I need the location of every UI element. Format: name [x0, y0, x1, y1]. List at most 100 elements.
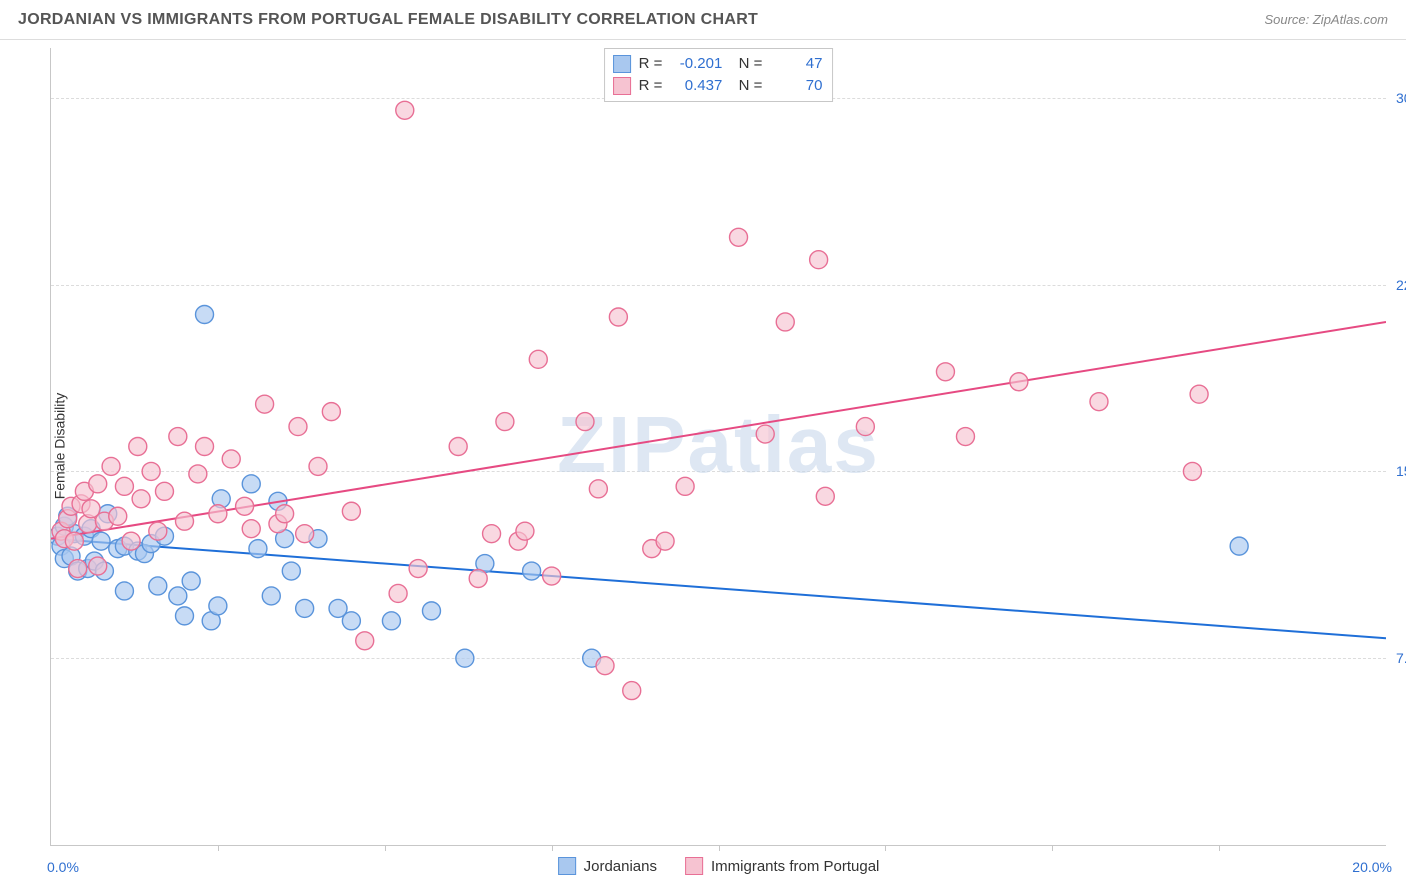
marker-jordanian: [196, 305, 214, 323]
legend-label-portugal: Immigrants from Portugal: [711, 858, 879, 875]
marker-portugal: [115, 477, 133, 495]
marker-portugal: [576, 413, 594, 431]
n-label: N =: [730, 75, 762, 97]
legend-label-jordanian: Jordanians: [584, 858, 657, 875]
marker-portugal: [656, 532, 674, 550]
n-label: N =: [730, 53, 762, 75]
x-tick-mark: [1219, 845, 1220, 851]
marker-portugal: [449, 438, 467, 456]
marker-portugal: [1090, 393, 1108, 411]
marker-portugal: [483, 525, 501, 543]
marker-portugal: [209, 505, 227, 523]
marker-portugal: [609, 308, 627, 326]
n-value-portugal: 70: [770, 75, 822, 97]
marker-jordanian: [176, 607, 194, 625]
marker-portugal: [409, 560, 427, 578]
marker-portugal: [496, 413, 514, 431]
legend-item-portugal: Immigrants from Portugal: [685, 857, 879, 875]
marker-portugal: [856, 418, 874, 436]
marker-portugal: [289, 418, 307, 436]
marker-portugal: [236, 497, 254, 515]
plot-area: ZIPatlas R = -0.201 N = 47 R = 0.437 N =…: [50, 48, 1386, 846]
marker-portugal: [155, 482, 173, 500]
marker-portugal: [65, 532, 83, 550]
marker-portugal: [242, 520, 260, 538]
n-value-jordanian: 47: [770, 53, 822, 75]
marker-jordanian: [169, 587, 187, 605]
marker-portugal: [469, 570, 487, 588]
marker-portugal: [122, 532, 140, 550]
swatch-jordanian: [613, 55, 631, 73]
marker-portugal: [936, 363, 954, 381]
marker-portugal: [276, 505, 294, 523]
y-tick-label: 30.0%: [1392, 90, 1406, 106]
marker-portugal: [956, 428, 974, 446]
marker-portugal: [322, 403, 340, 421]
marker-portugal: [342, 502, 360, 520]
r-value-jordanian: -0.201: [670, 53, 722, 75]
marker-portugal: [816, 487, 834, 505]
marker-portugal: [142, 462, 160, 480]
x-tick-mark: [552, 845, 553, 851]
chart-title: JORDANIAN VS IMMIGRANTS FROM PORTUGAL FE…: [18, 11, 758, 29]
marker-portugal: [589, 480, 607, 498]
marker-portugal: [169, 428, 187, 446]
r-value-portugal: 0.437: [670, 75, 722, 97]
marker-portugal: [356, 632, 374, 650]
marker-portugal: [756, 425, 774, 443]
legend-swatch-jordanian: [558, 857, 576, 875]
marker-portugal: [516, 522, 534, 540]
marker-jordanian: [1230, 537, 1248, 555]
marker-portugal: [623, 682, 641, 700]
y-tick-label: 7.5%: [1392, 650, 1406, 666]
marker-portugal: [776, 313, 794, 331]
title-bar: JORDANIAN VS IMMIGRANTS FROM PORTUGAL FE…: [0, 0, 1406, 40]
chart-svg-layer: [51, 48, 1386, 845]
marker-portugal: [543, 567, 561, 585]
marker-jordanian: [242, 475, 260, 493]
marker-portugal: [132, 490, 150, 508]
stats-row-jordanian: R = -0.201 N = 47: [613, 53, 823, 75]
marker-portugal: [596, 657, 614, 675]
marker-jordanian: [262, 587, 280, 605]
x-tick-mark: [385, 845, 386, 851]
x-axis-max-label: 20.0%: [1352, 859, 1392, 875]
marker-portugal: [69, 560, 87, 578]
stats-row-portugal: R = 0.437 N = 70: [613, 75, 823, 97]
marker-portugal: [1183, 462, 1201, 480]
marker-portugal: [222, 450, 240, 468]
x-axis-min-label: 0.0%: [47, 859, 79, 875]
swatch-portugal: [613, 77, 631, 95]
x-tick-mark: [218, 845, 219, 851]
marker-jordanian: [182, 572, 200, 590]
marker-jordanian: [456, 649, 474, 667]
marker-jordanian: [296, 599, 314, 617]
legend: Jordanians Immigrants from Portugal: [558, 857, 880, 875]
marker-jordanian: [282, 562, 300, 580]
x-tick-mark: [719, 845, 720, 851]
marker-portugal: [256, 395, 274, 413]
r-label: R =: [639, 75, 663, 97]
marker-portugal: [730, 228, 748, 246]
marker-portugal: [109, 507, 127, 525]
marker-portugal: [149, 522, 167, 540]
y-tick-label: 22.5%: [1392, 277, 1406, 293]
marker-portugal: [309, 457, 327, 475]
marker-jordanian: [115, 582, 133, 600]
marker-portugal: [196, 438, 214, 456]
marker-portugal: [189, 465, 207, 483]
marker-jordanian: [149, 577, 167, 595]
x-tick-mark: [1052, 845, 1053, 851]
marker-portugal: [810, 251, 828, 269]
marker-jordanian: [342, 612, 360, 630]
marker-jordanian: [382, 612, 400, 630]
marker-portugal: [102, 457, 120, 475]
marker-portugal: [129, 438, 147, 456]
legend-swatch-portugal: [685, 857, 703, 875]
marker-jordanian: [523, 562, 541, 580]
marker-jordanian: [249, 540, 267, 558]
marker-portugal: [529, 350, 547, 368]
marker-portugal: [176, 512, 194, 530]
marker-portugal: [296, 525, 314, 543]
marker-jordanian: [92, 532, 110, 550]
